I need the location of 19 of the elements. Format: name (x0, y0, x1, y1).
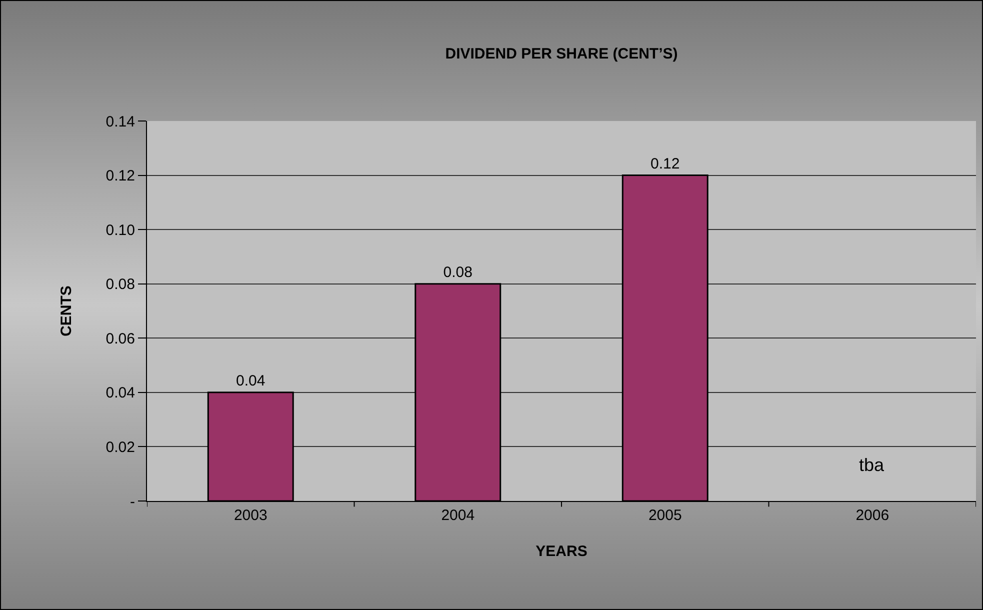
y-tick-label: 0.06 (106, 330, 135, 348)
data-label: 0.08 (443, 264, 472, 281)
data-label: 0.04 (236, 372, 266, 390)
text: tba (859, 455, 884, 475)
x-tick-label: 2006 (856, 507, 890, 524)
x-tick-label: 2003 (234, 507, 268, 524)
y-tick-label: 0.14 (106, 113, 135, 130)
y-tick-label: 0.02 (106, 438, 135, 456)
y-tick-label: 0.04 (106, 384, 135, 402)
y-tick-label: - (130, 493, 135, 510)
x-axis-title: YEARS (536, 543, 588, 560)
x-tick-label: 2005 (648, 507, 682, 524)
y-tick-label: 0.10 (106, 222, 135, 239)
chart-title: DIVIDEND PER SHARE (CENT’S) (445, 45, 678, 62)
data-label: 0.12 (650, 155, 680, 172)
y-tick-label: 0.12 (106, 168, 135, 185)
y-tick-label: 0.08 (106, 276, 135, 294)
x-tick-label: 2004 (441, 507, 475, 524)
y-axis-title: CENTS (58, 286, 76, 336)
